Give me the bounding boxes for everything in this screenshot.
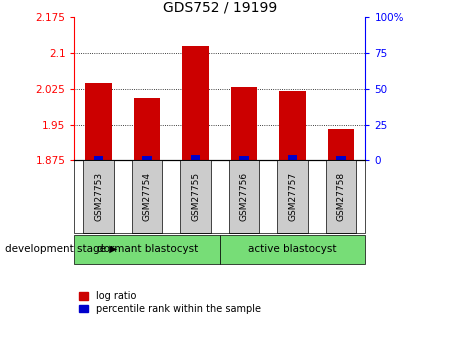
Bar [288, 155, 297, 160]
Bar [83, 160, 114, 233]
Text: GSM27758: GSM27758 [336, 172, 345, 221]
Bar [191, 155, 200, 160]
Bar [220, 235, 365, 264]
Text: GSM27753: GSM27753 [94, 172, 103, 221]
Bar [74, 235, 220, 264]
Title: GDS752 / 19199: GDS752 / 19199 [163, 1, 277, 15]
Bar [277, 160, 308, 233]
Bar [239, 156, 249, 160]
Bar [336, 156, 346, 160]
Bar [134, 98, 161, 160]
Bar [231, 87, 258, 160]
Text: GSM27754: GSM27754 [143, 172, 152, 221]
Bar [229, 160, 259, 233]
Bar [94, 156, 103, 160]
Legend: log ratio, percentile rank within the sample: log ratio, percentile rank within the sa… [79, 291, 261, 314]
Bar [328, 129, 354, 160]
Bar [180, 160, 211, 233]
Bar [132, 160, 162, 233]
Bar [143, 156, 152, 160]
Text: dormant blastocyst: dormant blastocyst [97, 244, 198, 254]
Text: development stage ▶: development stage ▶ [5, 244, 117, 254]
Bar [279, 91, 306, 160]
Text: GSM27756: GSM27756 [239, 172, 249, 221]
Bar [182, 46, 209, 160]
Text: GSM27757: GSM27757 [288, 172, 297, 221]
Text: GSM27755: GSM27755 [191, 172, 200, 221]
Text: active blastocyst: active blastocyst [249, 244, 337, 254]
Bar [326, 160, 356, 233]
Bar [85, 83, 112, 160]
